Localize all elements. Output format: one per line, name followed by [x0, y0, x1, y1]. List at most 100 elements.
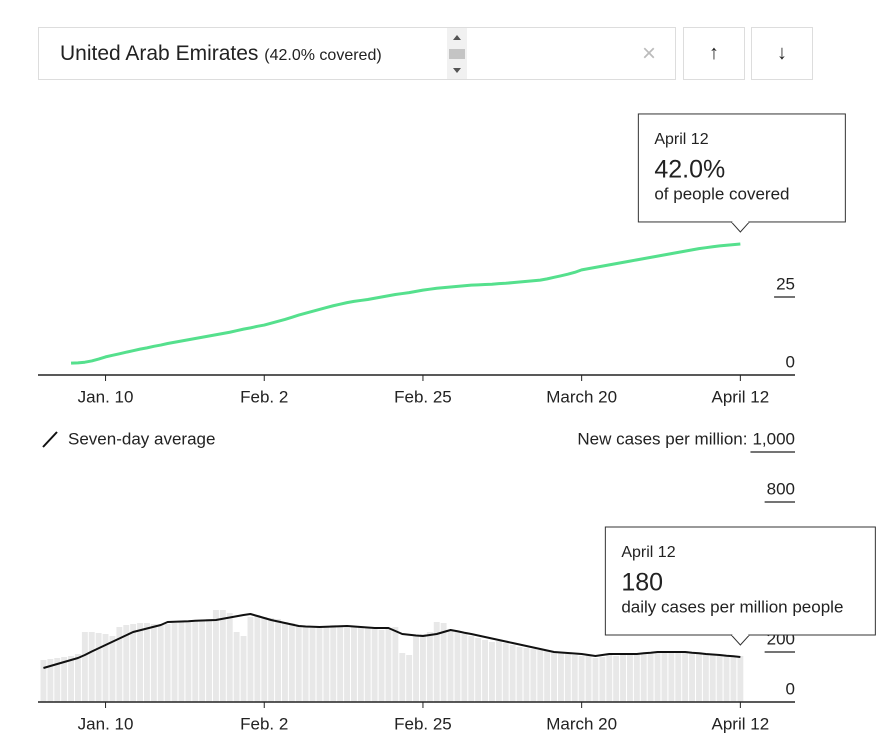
bar	[551, 652, 557, 702]
bar	[75, 654, 81, 702]
coverage-text: (42.0% covered)	[264, 47, 382, 64]
bar	[226, 613, 233, 702]
bar	[530, 649, 537, 702]
bar	[192, 621, 199, 702]
bar	[309, 628, 316, 702]
bar	[357, 627, 364, 702]
bar	[454, 632, 461, 702]
x-tick-label: Feb. 25	[394, 387, 452, 406]
bar	[709, 655, 716, 702]
x-tick-label: Feb. 25	[394, 714, 452, 733]
tooltip-pointer	[730, 221, 750, 233]
bar	[730, 657, 737, 702]
bar	[640, 654, 647, 702]
x-tick-label: Jan. 10	[78, 387, 134, 406]
bar	[364, 628, 371, 702]
bar	[282, 622, 288, 702]
bar	[275, 619, 281, 702]
bar	[461, 634, 468, 702]
bar	[233, 632, 240, 702]
tooltip-text: of people covered	[654, 184, 789, 203]
bar	[509, 645, 516, 702]
bar	[702, 654, 709, 702]
bar	[178, 622, 185, 702]
bar	[558, 653, 564, 702]
bar	[102, 634, 109, 702]
bar	[344, 628, 350, 702]
bar	[613, 656, 620, 702]
bar	[399, 653, 406, 702]
x-tick-label: April 12	[712, 387, 770, 406]
line	[70, 242, 741, 365]
bar	[137, 623, 143, 702]
x-tick-label: March 20	[546, 714, 617, 733]
bar	[199, 620, 206, 702]
bar	[440, 623, 447, 702]
scroll-thumb[interactable]	[449, 49, 465, 59]
bar	[337, 627, 344, 702]
tooltip-box	[604, 526, 876, 636]
bar	[578, 656, 585, 702]
bar	[633, 653, 640, 702]
bar	[61, 657, 68, 702]
clear-button[interactable]: ×	[642, 40, 657, 67]
bar	[433, 622, 440, 702]
bar	[661, 651, 668, 702]
bar	[109, 636, 116, 702]
bar	[185, 622, 192, 702]
bar	[371, 629, 378, 702]
bar	[447, 630, 454, 702]
bar	[130, 624, 137, 702]
scrollbar[interactable]	[447, 28, 467, 79]
bar	[378, 630, 385, 702]
y-axis-label: New cases per million:	[577, 429, 747, 448]
y-tick-label: 800	[767, 479, 795, 498]
tooltip-value: 42.0%	[654, 156, 725, 184]
tooltip-value: 180	[621, 569, 663, 597]
up-button[interactable]: ↑	[683, 27, 745, 80]
bar	[247, 617, 254, 702]
bar	[495, 641, 502, 702]
legend-icon	[42, 431, 58, 448]
bar	[95, 633, 102, 702]
tooltip-date: April 12	[621, 544, 675, 561]
bar	[261, 617, 268, 702]
bar	[502, 643, 509, 702]
bar	[599, 657, 606, 702]
bar	[288, 623, 295, 702]
bar	[689, 653, 695, 702]
tooltip-text: daily cases per million people	[621, 597, 843, 616]
x-tick-label: Jan. 10	[78, 714, 134, 733]
country-select[interactable]: United Arab Emirates (42.0% covered) ×	[38, 27, 676, 80]
bar	[571, 655, 578, 702]
bar	[351, 626, 357, 702]
bar	[330, 625, 337, 702]
bar	[489, 642, 495, 702]
bar	[157, 625, 164, 702]
bar	[585, 655, 592, 702]
tooltip-pointer	[730, 634, 750, 646]
bar	[737, 656, 744, 702]
bar	[475, 638, 482, 702]
bar	[523, 648, 530, 702]
x-tick-label: Feb. 2	[240, 714, 288, 733]
down-button[interactable]: ↓	[751, 27, 813, 80]
bar	[68, 656, 74, 702]
bar	[316, 627, 323, 702]
bar	[47, 659, 54, 702]
bar	[544, 651, 551, 702]
bar	[647, 652, 654, 702]
bar	[81, 632, 88, 702]
bar	[88, 632, 95, 702]
bar	[620, 654, 626, 702]
country-name: United Arab Emirates	[60, 42, 259, 65]
y-tick-label: 0	[786, 352, 795, 371]
select-value: United Arab Emirates (42.0% covered)	[60, 42, 382, 66]
tooltip-box	[637, 113, 846, 223]
bar	[150, 624, 157, 702]
bar	[682, 651, 689, 702]
bar	[627, 655, 633, 702]
bar	[716, 656, 723, 702]
